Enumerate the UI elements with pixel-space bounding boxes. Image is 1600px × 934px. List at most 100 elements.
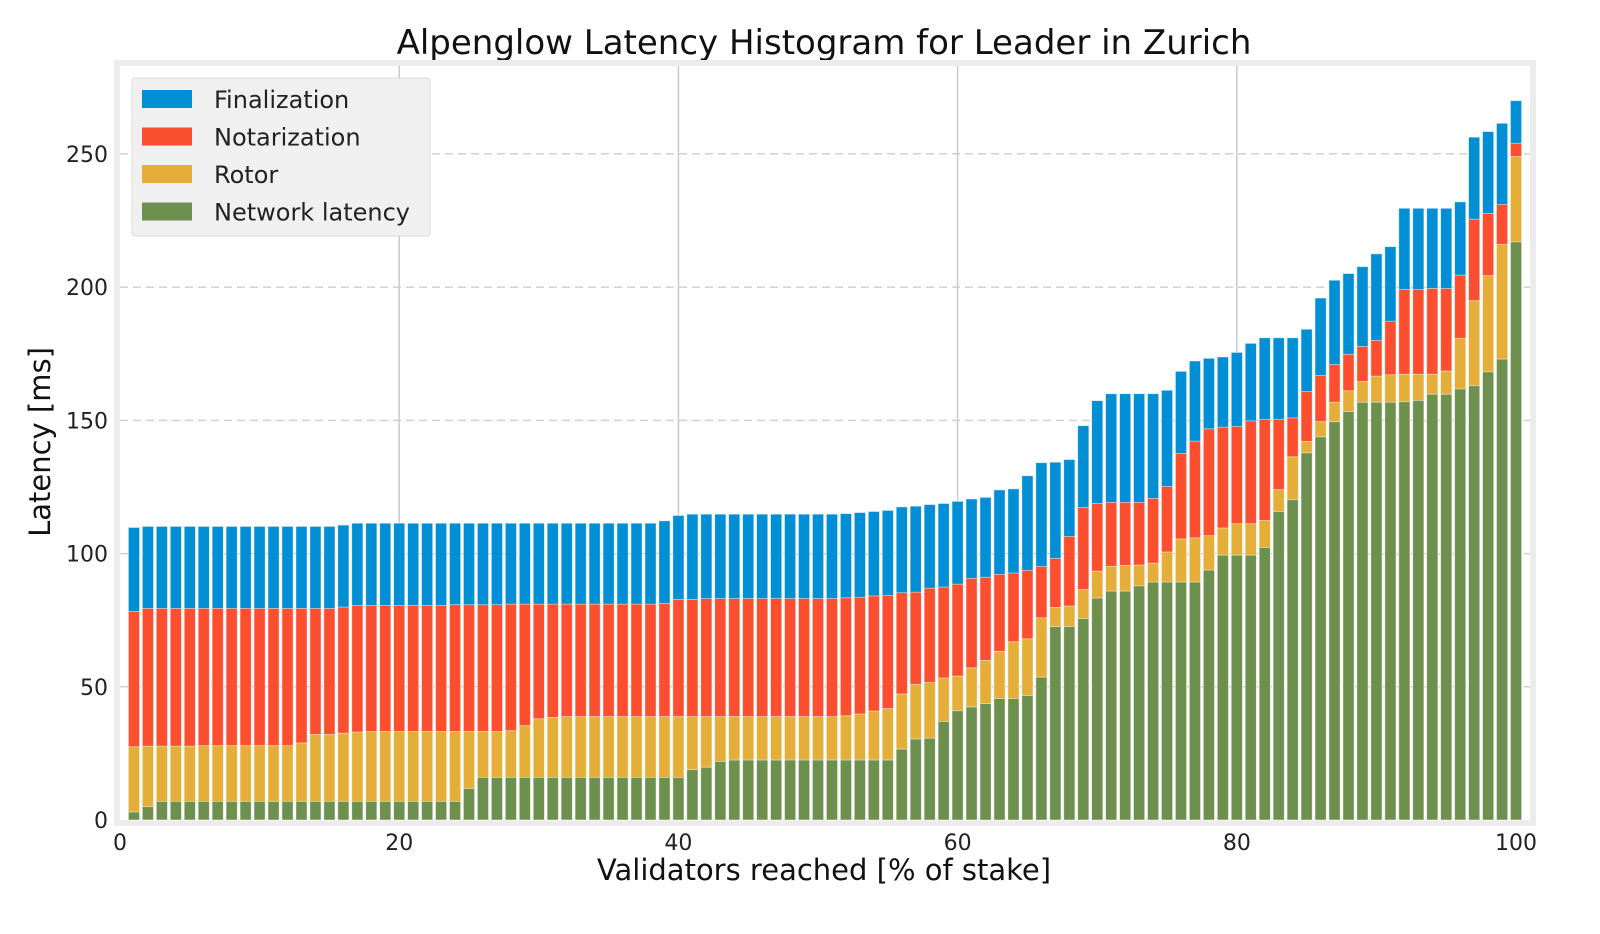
bar-network-latency (1370, 401, 1383, 821)
bar-network-latency (756, 759, 769, 821)
chart-title: Alpenglow Latency Histogram for Leader i… (397, 23, 1252, 63)
bar-network-latency (463, 788, 475, 821)
bar-network-latency (839, 759, 852, 821)
bar-network-latency (923, 737, 936, 821)
bar-network-latency (351, 800, 364, 821)
bar-network-latency (183, 800, 196, 821)
x-tick-label: 0 (113, 831, 127, 856)
tick-labels: 0 50 100 150 200 250 0 20 40 60 80 100 (66, 143, 1537, 856)
bar-network-latency (1300, 452, 1313, 821)
bar-network-latency (421, 800, 434, 821)
bar-network-latency (630, 776, 643, 821)
bar-network-latency (141, 806, 154, 821)
legend-swatch (142, 165, 192, 183)
bar-network-latency (770, 759, 783, 821)
bar-network-latency (155, 800, 168, 821)
bars (127, 100, 1523, 821)
y-tick-label: 150 (66, 409, 108, 434)
bar-network-latency (993, 698, 1006, 821)
legend-item: Rotor (142, 161, 278, 189)
bar-network-latency (490, 776, 503, 821)
bar-network-latency (644, 776, 657, 821)
legend-swatch (142, 202, 192, 221)
bar-network-latency (1328, 421, 1341, 821)
bar-network-latency (1007, 698, 1020, 821)
bar-network-latency (1119, 590, 1132, 821)
legend-box (131, 77, 431, 237)
bar-network-latency (546, 776, 559, 821)
legend-label: Network latency (214, 199, 410, 227)
bar-network-latency (672, 776, 685, 821)
bar-network-latency (895, 748, 908, 821)
bar-network-latency (1161, 581, 1174, 821)
bar-network-latency (337, 800, 350, 821)
bar-network-latency (909, 738, 922, 821)
bar-network-latency (728, 759, 741, 821)
bar-network-latency (225, 800, 238, 821)
bar-network-latency (951, 710, 964, 821)
bar-network-latency (798, 759, 811, 821)
bar-network-latency (1258, 547, 1271, 821)
legend-label: Rotor (214, 161, 278, 189)
bar-network-latency (197, 800, 210, 821)
legend: Finalization Notarization Rotor Network lat… (131, 77, 431, 237)
bar-network-latency (1216, 554, 1229, 821)
bar-network-latency (686, 769, 699, 821)
bar-network-latency (1398, 401, 1411, 821)
x-tick-label: 40 (664, 831, 692, 856)
bar-network-latency (295, 800, 308, 821)
bar-network-latency (1440, 393, 1453, 821)
bar-network-latency (1384, 401, 1397, 821)
legend-item: Notarization (142, 124, 361, 152)
bar-network-latency (965, 706, 978, 821)
bar-network-latency (1230, 554, 1243, 821)
bar-network-latency (1426, 393, 1439, 821)
bar-network-latency (1468, 385, 1481, 821)
bar-network-latency (253, 800, 266, 821)
bar-network-latency (476, 776, 489, 821)
bar-network-latency (449, 800, 462, 821)
bar-network-latency (1105, 590, 1118, 821)
bar-network-latency (937, 721, 950, 821)
bar-network-latency (407, 800, 420, 821)
bar-network-latency (127, 811, 140, 821)
bar-network-latency (1035, 676, 1048, 821)
bar-network-latency (169, 800, 182, 821)
x-tick-label: 80 (1223, 831, 1251, 856)
bar-network-latency (812, 759, 825, 821)
bar-network-latency (867, 759, 880, 821)
y-tick-label: 50 (80, 676, 108, 701)
x-axis-label: Validators reached [% of stake] (597, 853, 1051, 887)
bar-network-latency (1063, 626, 1076, 821)
bar-network-latency (1510, 241, 1523, 821)
bar-network-latency (602, 776, 615, 821)
bar-network-latency (1091, 597, 1104, 821)
legend-item: Finalization (142, 86, 349, 114)
bar-network-latency (435, 800, 448, 821)
bar-network-latency (714, 760, 727, 821)
bar-network-latency (979, 703, 992, 821)
bar-network-latency (853, 759, 866, 821)
bar-network-latency (504, 776, 517, 821)
bar-network-latency (532, 776, 545, 821)
legend-swatch (142, 90, 192, 108)
bar-network-latency (881, 759, 894, 821)
bar-network-latency (1188, 581, 1201, 821)
bar-network-latency (1133, 585, 1146, 821)
bar-network-latency (281, 800, 294, 821)
x-tick-label: 60 (944, 831, 972, 856)
bar-network-latency (518, 776, 531, 821)
bar-network-latency (700, 766, 713, 821)
bar-network-latency (616, 776, 629, 821)
bar-network-latency (323, 800, 336, 821)
bar-network-latency (1286, 499, 1299, 821)
y-tick-label: 100 (66, 543, 108, 568)
bar-network-latency (211, 800, 224, 821)
bar-network-latency (1482, 371, 1495, 821)
bar-network-latency (560, 776, 573, 821)
bar-network-latency (1272, 511, 1285, 821)
bar-network-latency (825, 759, 838, 821)
bar-network-latency (393, 800, 406, 821)
bar-network-latency (1496, 358, 1509, 821)
